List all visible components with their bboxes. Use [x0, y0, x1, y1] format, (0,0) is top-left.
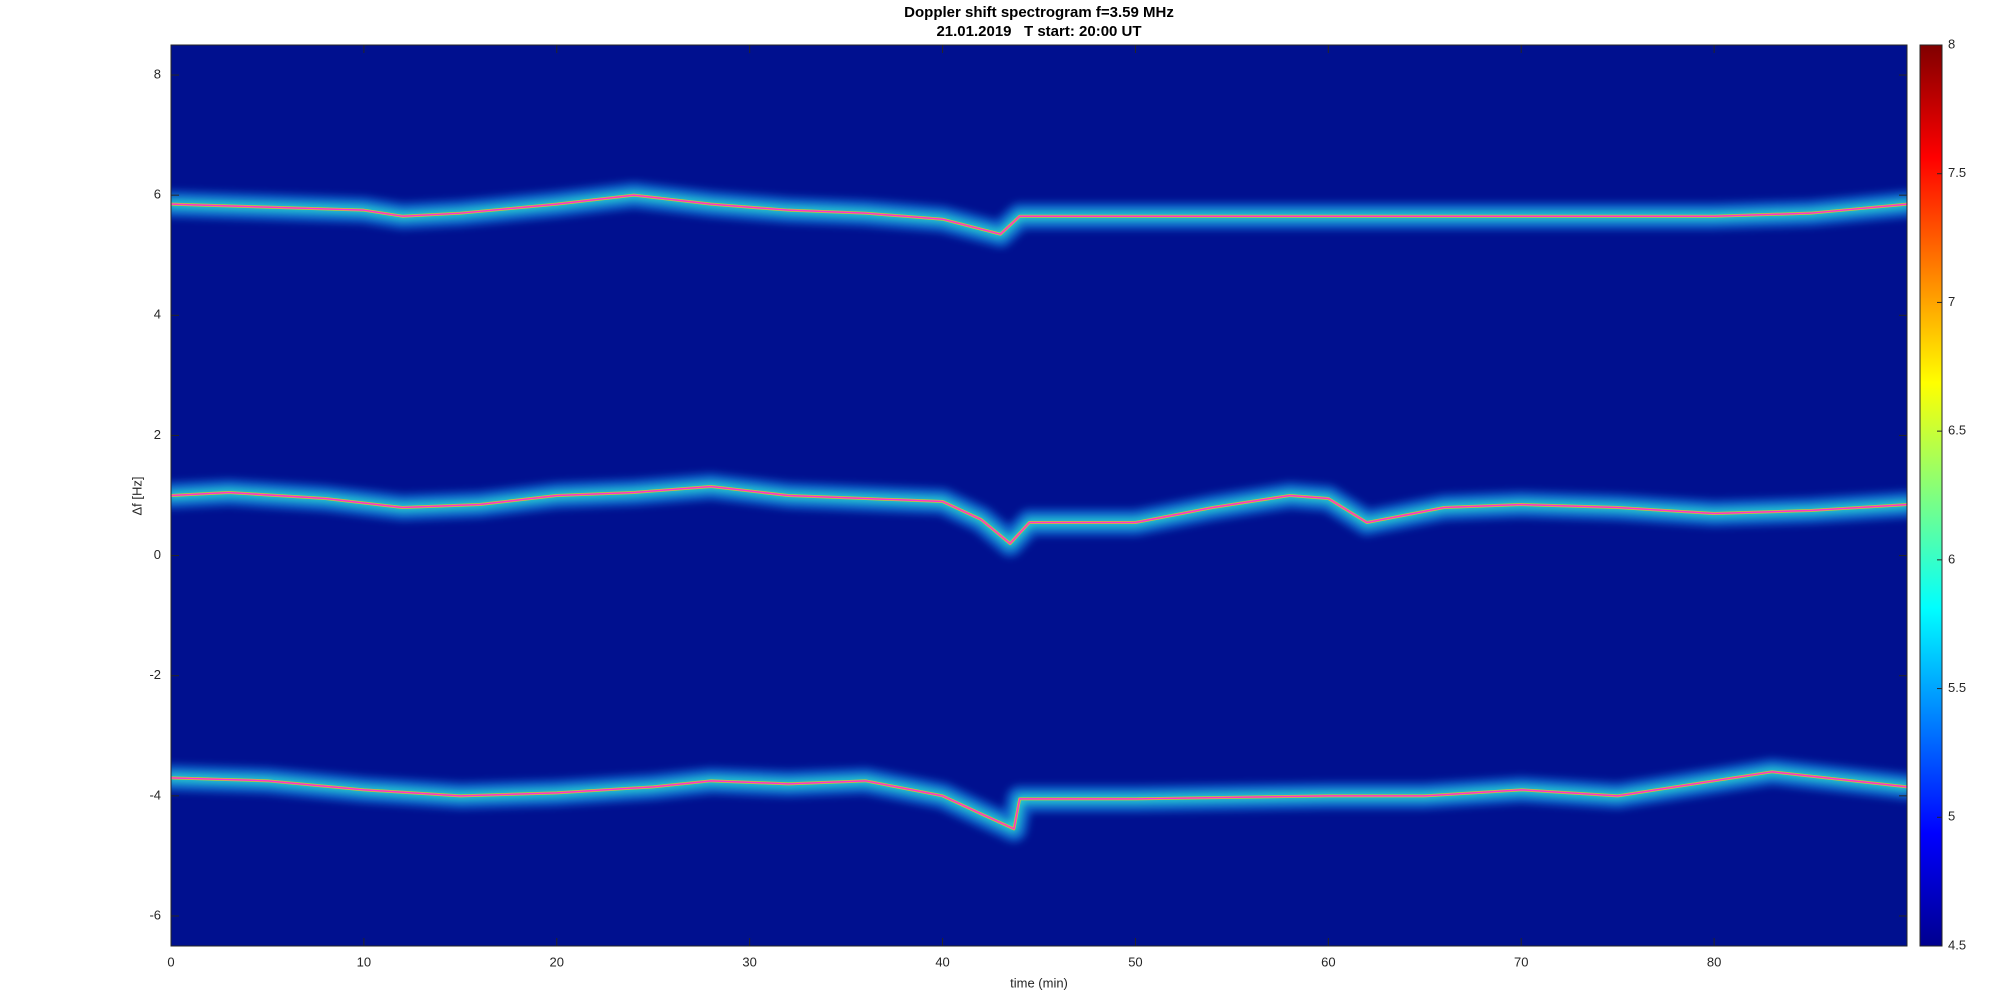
colorbar: [1919, 44, 1943, 947]
y-tick-label: 6: [154, 187, 161, 202]
colorbar-tick-label: 4.5: [1948, 937, 1966, 952]
x-tick-label: 30: [742, 954, 756, 969]
y-tick-label: 4: [154, 307, 161, 322]
x-tick-label: 80: [1707, 954, 1721, 969]
x-tick-label: 50: [1128, 954, 1142, 969]
x-tick-label: 10: [357, 954, 371, 969]
x-tick-label: 60: [1321, 954, 1335, 969]
trace-line: [171, 194, 1907, 235]
y-tick-label: -4: [149, 787, 161, 802]
colorbar-tick-label: 7.5: [1948, 165, 1966, 180]
colorbar-tick-label: 6: [1948, 551, 1955, 566]
chart-title: Doppler shift spectrogram f=3.59 MHz: [904, 4, 1174, 21]
colorbar-tick-label: 6.5: [1948, 423, 1966, 438]
y-tick-label: 0: [154, 547, 161, 562]
x-tick-label: 40: [935, 954, 949, 969]
x-tick-label: 0: [167, 954, 174, 969]
trace-line: [171, 485, 1907, 545]
colorbar-tick-label: 5: [1948, 809, 1955, 824]
x-tick-label: 70: [1514, 954, 1528, 969]
trace-line: [171, 771, 1907, 830]
colorbar-tick-label: 7: [1948, 294, 1955, 309]
plot-frame: [170, 44, 1908, 947]
colorbar-tick-label: 8: [1948, 36, 1955, 51]
colorbar-tick-label: 5.5: [1948, 680, 1966, 695]
x-tick-label: 20: [550, 954, 564, 969]
chart-subtitle: 21.01.2019 T start: 20:00 UT: [936, 23, 1141, 40]
y-tick-label: 2: [154, 427, 161, 442]
y-axis-label: Δf [Hz]: [129, 476, 144, 515]
y-tick-label: 8: [154, 66, 161, 81]
traces: [171, 182, 1907, 842]
y-tick-label: -6: [149, 907, 161, 922]
x-axis-label: time (min): [1010, 975, 1068, 990]
y-tick-label: -2: [149, 667, 161, 682]
